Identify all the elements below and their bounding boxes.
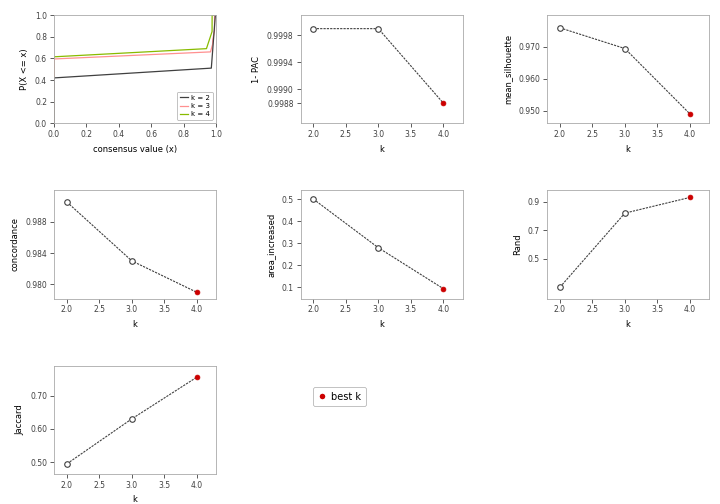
Y-axis label: Rand: Rand [513,234,523,255]
Y-axis label: concordance: concordance [11,217,19,272]
Y-axis label: Jaccard: Jaccard [16,404,24,435]
Y-axis label: 1- PAC: 1- PAC [252,56,261,83]
Legend: best k: best k [313,387,366,406]
X-axis label: k: k [626,145,631,154]
Legend: k = 2, k = 3, k = 4: k = 2, k = 3, k = 4 [177,92,212,120]
X-axis label: k: k [626,320,631,329]
Y-axis label: P(X <= x): P(X <= x) [20,48,30,90]
Y-axis label: area_increased: area_increased [267,212,276,277]
X-axis label: k: k [132,320,138,329]
X-axis label: k: k [132,495,138,504]
X-axis label: k: k [379,145,384,154]
X-axis label: k: k [379,320,384,329]
Y-axis label: mean_silhouette: mean_silhouette [504,34,513,104]
X-axis label: consensus value (x): consensus value (x) [93,145,177,154]
